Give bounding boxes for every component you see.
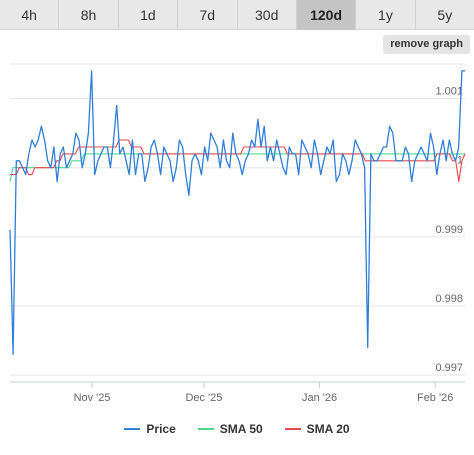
- chart-legend: Price SMA 50 SMA 20: [0, 418, 474, 440]
- tab-120d[interactable]: 120d: [296, 0, 357, 30]
- tab-5y[interactable]: 5y: [437, 7, 453, 23]
- y-tick-label: 0.999: [435, 224, 463, 236]
- y-tick-label: 0.997: [435, 362, 463, 374]
- legend-swatch-sma20: [284, 428, 301, 430]
- price-chart: 0.997 0.998 0.999 1 1.001 Nov '25 Dec '25 Jan '…: [9, 63, 466, 404]
- legend-swatch-sma50: [197, 428, 214, 430]
- y-tick-label: 0.998: [435, 293, 463, 305]
- x-tick-label: Jan '26: [302, 392, 337, 404]
- tab-7d[interactable]: 7d: [178, 0, 238, 30]
- tab-8h[interactable]: 8h: [59, 0, 119, 30]
- tab-1y[interactable]: 1y: [356, 0, 416, 30]
- x-tick-label: Nov '25: [74, 392, 111, 404]
- remove-graph-button[interactable]: remove graph: [383, 35, 470, 54]
- legend-label-price: Price: [146, 422, 176, 436]
- tab-4h[interactable]: 4h: [0, 0, 60, 30]
- tab-1d[interactable]: 1d: [119, 0, 179, 30]
- legend-item-price[interactable]: Price: [124, 422, 176, 436]
- legend-item-sma50[interactable]: SMA 50: [197, 422, 263, 436]
- legend-label-sma50: SMA 50: [219, 422, 263, 436]
- legend-item-sma20[interactable]: SMA 20: [284, 422, 350, 436]
- x-tick-label: Feb '26: [417, 392, 453, 404]
- series-line-price: [9, 70, 465, 355]
- x-tick-label: Dec '25: [185, 392, 222, 404]
- tab-30d[interactable]: 30d: [238, 0, 297, 30]
- legend-label-sma20: SMA 20: [306, 422, 350, 436]
- timeframe-tabs: 4h 8h 1d 7d 30d 120d 1y 5y: [0, 0, 474, 30]
- legend-swatch-price: [124, 428, 141, 430]
- y-tick-label: 1.001: [435, 86, 463, 98]
- y-tick-label: 1: [457, 155, 463, 167]
